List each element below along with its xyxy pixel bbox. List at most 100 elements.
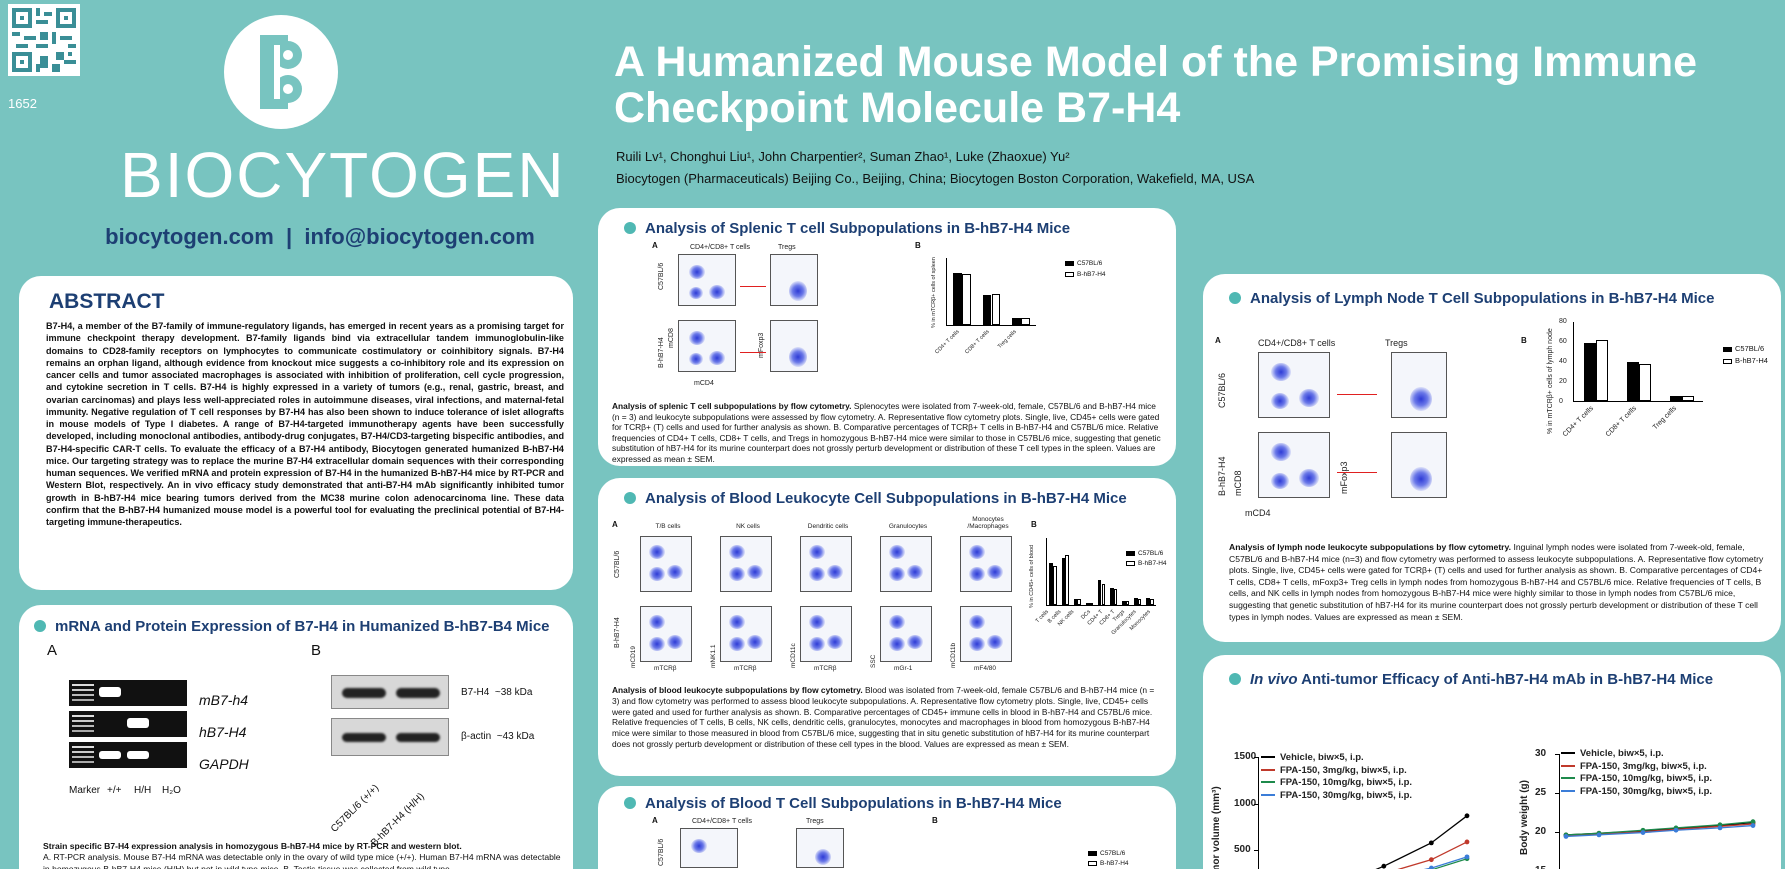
affiliations: Biocytogen (Pharmaceuticals) Beijing Co.… — [616, 171, 1255, 186]
chart-bar — [952, 273, 962, 325]
data-point — [1750, 823, 1756, 828]
lymph-panel-b: B — [1521, 336, 1527, 345]
chart-bar — [1122, 600, 1126, 605]
contact-links[interactable]: biocytogen.com | info@biocytogen.com — [105, 224, 535, 249]
chart-bar — [961, 273, 971, 325]
chart-legend-item: FPA-150, 30mg/kg, biw×5, i.p. — [1561, 786, 1712, 797]
chart-tick-label: CD8+ T cells — [1604, 405, 1638, 439]
authors: Ruili Lv¹, Chonghui Liu¹, John Charpenti… — [616, 149, 1070, 164]
axis-label: mFoxp3 — [1339, 461, 1349, 494]
mrna-panel-a: A — [47, 642, 58, 659]
chart-legend-item: FPA-150, 10mg/kg, biw×5, i.p. — [1261, 777, 1412, 788]
qr-code[interactable] — [8, 4, 80, 76]
western-blot-b7h4 — [331, 675, 449, 709]
legend-label: FPA-150, 3mg/kg, biw×5, i.p. — [1580, 760, 1707, 772]
row-label: C57BL/6 — [1217, 372, 1227, 408]
gate-title: CD4+/CD8+ T cells — [1258, 338, 1336, 348]
chart-legend-item: B-hB7-H4 — [1088, 860, 1129, 867]
gel-label-mb7h4: mB7-h4 — [199, 692, 249, 708]
flow-plot — [678, 254, 736, 306]
qr-code-graphic — [12, 8, 76, 72]
data-point — [1596, 832, 1602, 838]
flow-plot — [1391, 432, 1447, 498]
tumor-ylabel: Tumor volume (mm³) — [1211, 786, 1222, 869]
line-chart-svg — [1375, 813, 1470, 869]
bullet-icon — [624, 797, 636, 809]
chart-bar — [1061, 558, 1066, 605]
gate-title: Tregs — [806, 818, 824, 825]
flow-plot — [1258, 352, 1330, 418]
chart-legend-item: B-hB7-H4 — [1065, 271, 1106, 278]
bullet-icon — [1229, 673, 1241, 685]
data-point — [1750, 819, 1756, 825]
series-line — [1565, 824, 1754, 838]
axis-label: mFoxp3 — [758, 332, 765, 358]
chart-ylabel: % in mTCRβ+ cells of lymph node — [1547, 328, 1554, 434]
chart-legend-item: FPA-150, 10mg/kg, biw×5, i.p. — [1561, 773, 1712, 784]
legend-marker-icon — [1561, 777, 1575, 780]
row-label: B-hB7-H4 — [614, 617, 621, 648]
chart-legend-item: FPA-150, 3mg/kg, biw×5, i.p. — [1261, 765, 1407, 776]
chart-legend-item: C57BL/6 — [1088, 850, 1125, 857]
gate-title: CD4+/CD8+ T cells — [692, 818, 753, 825]
chart-tick-label: 1000 — [1234, 797, 1257, 809]
chart-tick-label: 0 — [1559, 398, 1563, 405]
chart-bar — [1149, 599, 1154, 605]
brand-name: BIOCYTOGEN — [120, 139, 566, 211]
chart-bar — [1073, 599, 1078, 605]
bullet-icon — [34, 620, 46, 632]
tumor-volume-chart — [1258, 757, 1473, 869]
chart-tick-label: 1500 — [1234, 751, 1257, 762]
chart-tick-label: 60 — [1559, 338, 1567, 345]
chart-tick — [1555, 831, 1559, 833]
row-label: C57BL/6 — [658, 262, 665, 290]
poster-title-line1: A Humanized Mouse Model of the Promising… — [614, 38, 1698, 86]
western-blot-actin — [331, 718, 449, 756]
flow-column-title: Dendritic cells — [807, 523, 849, 530]
blot-label: B7-H4 ~38 kDa — [461, 687, 533, 698]
flow-axis-label: mCD19 — [630, 645, 637, 668]
flow-plot — [770, 320, 818, 372]
gate-title: Tregs — [778, 244, 796, 251]
legend-marker-icon — [1261, 793, 1275, 796]
gel-row — [69, 742, 187, 768]
row-label: C57BL/6 — [614, 550, 621, 578]
chart-legend-item: Vehicle, biw×5, i.p. — [1561, 748, 1664, 759]
flow-axis-label: mTCRβ — [654, 665, 677, 672]
chart-bar — [1077, 599, 1081, 605]
blood-t-title: Analysis of Blood T Cell Subpopulations … — [624, 795, 1062, 812]
chart-tick-label: 40 — [1559, 358, 1567, 365]
blood-panel-b: B — [1031, 520, 1037, 529]
flow-plot — [960, 536, 1012, 592]
chart-tick — [1555, 754, 1559, 755]
flow-column-title: Monocytes /Macrophages — [967, 516, 1009, 530]
blot-label: β-actin ~43 kDa — [461, 731, 535, 742]
gate-arrow — [1337, 394, 1377, 395]
splenic-title: Analysis of Splenic T cell Subpopulation… — [624, 220, 1070, 237]
legend-label: FPA-150, 10mg/kg, biw×5, i.p. — [1580, 773, 1713, 784]
abstract-text: B7-H4, a member of the B7-family of immu… — [46, 321, 564, 527]
flow-axis-label: mTCRβ — [734, 665, 757, 672]
splenic-panel-a: A — [652, 241, 658, 250]
flow-plot — [770, 254, 818, 306]
blood-card: Analysis of Blood Leukocyte Cell Subpopu… — [598, 478, 1176, 776]
flow-plot — [678, 320, 736, 372]
brand-logo-mark — [224, 15, 338, 129]
chart-bar — [1053, 565, 1057, 605]
legend-label: FPA-150, 10mg/kg, biw×5, i.p. — [1280, 777, 1413, 788]
chart-tick-label: Treg cells — [1651, 405, 1678, 432]
flow-column-title: T/B cells — [655, 523, 681, 530]
lymph-bar-chart: CD4+ T cells CD8+ T cells Treg cells — [1561, 322, 1703, 438]
chart-legend-item: C57BL/6 — [1723, 344, 1764, 353]
blood-bar-chart: T cells B cells NK cells DCs CD4+ T CD8+ T Tre… — [1034, 538, 1156, 636]
data-point — [1428, 857, 1434, 863]
abstract-card: ABSTRACT B7-H4, a member of the B7-famil… — [19, 276, 573, 590]
chart-bar — [1012, 318, 1022, 325]
flow-column-title: Granulocytes — [888, 523, 928, 530]
blood-t-panel-b: B — [932, 816, 938, 825]
blood-t-card: Analysis of Blood T Cell Subpopulations … — [598, 786, 1176, 869]
legend-label: Vehicle, biw×5, i.p. — [1580, 748, 1664, 759]
chart-tick-label: 30 — [1535, 748, 1547, 759]
data-point — [1428, 840, 1434, 846]
flow-plot — [796, 828, 844, 868]
